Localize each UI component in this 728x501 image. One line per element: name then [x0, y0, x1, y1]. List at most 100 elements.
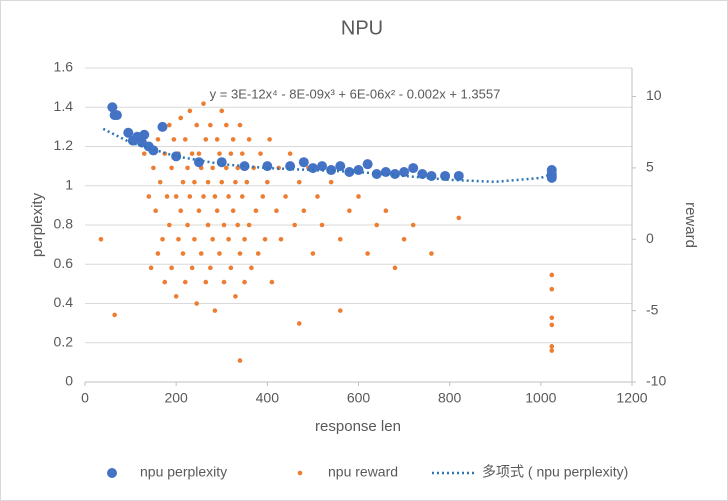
point: [180, 179, 186, 185]
legend-label: 多项式 ( npu perplexity): [482, 464, 628, 480]
point: [326, 165, 337, 176]
point: [246, 222, 252, 228]
point: [249, 265, 254, 271]
point: [315, 194, 320, 199]
point: [265, 179, 270, 185]
point: [216, 157, 227, 168]
point: [157, 121, 168, 132]
point: [192, 179, 197, 185]
point: [148, 265, 154, 271]
point: [169, 265, 174, 271]
point: [328, 179, 334, 185]
point: [244, 179, 250, 185]
y2-tick-label: 10: [646, 87, 662, 103]
point: [162, 279, 168, 285]
point: [235, 222, 241, 228]
point: [237, 122, 243, 128]
point: [307, 163, 318, 174]
point: [228, 151, 234, 156]
point: [141, 151, 147, 156]
point: [160, 236, 165, 242]
point: [401, 236, 407, 242]
point: [217, 251, 222, 256]
y-tick-label: 0.2: [54, 333, 74, 349]
point: [189, 151, 195, 156]
legend-swatch: [107, 468, 117, 478]
point: [169, 165, 174, 171]
point: [182, 279, 188, 285]
point: [392, 265, 398, 271]
point: [549, 272, 555, 278]
point: [153, 208, 158, 214]
y-tick-label: 1.4: [54, 98, 74, 114]
point: [224, 165, 229, 171]
point: [221, 279, 227, 285]
point: [230, 208, 236, 214]
point: [253, 208, 259, 214]
y-tick-label: 0.4: [54, 294, 74, 310]
point: [208, 122, 213, 128]
y-tick-label: 1.2: [54, 137, 74, 153]
y-tick-label: 0: [65, 373, 73, 389]
point: [453, 170, 464, 181]
point: [201, 194, 206, 199]
point: [296, 321, 302, 326]
point: [173, 194, 179, 199]
point: [365, 251, 370, 256]
y2-tick-label: -10: [646, 373, 666, 389]
point: [317, 161, 328, 172]
point: [173, 294, 179, 299]
point: [201, 101, 206, 106]
legend-label: npu perplexity: [140, 464, 227, 480]
point: [217, 151, 222, 156]
point: [203, 137, 209, 142]
point: [239, 161, 250, 172]
point: [198, 251, 204, 256]
point: [233, 179, 238, 185]
trendline: [102, 127, 553, 184]
point: [242, 236, 247, 242]
point: [146, 194, 152, 199]
point: [546, 172, 557, 183]
point: [171, 151, 182, 162]
point: [429, 251, 434, 256]
point: [107, 102, 118, 113]
y-tick-label: 1: [65, 176, 73, 192]
point: [185, 165, 190, 171]
point: [335, 161, 346, 172]
point: [549, 348, 555, 353]
point: [549, 315, 555, 321]
point: [353, 165, 364, 176]
point: [139, 129, 150, 140]
point: [228, 265, 234, 271]
point: [233, 294, 238, 299]
chart-title: NPU: [341, 17, 383, 39]
point: [374, 222, 380, 228]
y2-axis-label: reward: [682, 202, 699, 248]
point: [246, 137, 252, 142]
point: [262, 236, 268, 242]
x-axis-label: response len: [315, 418, 401, 435]
point: [205, 179, 211, 185]
point: [224, 122, 229, 128]
x-tick-label: 0: [81, 390, 89, 406]
x-tick-label: 600: [347, 390, 371, 406]
point: [196, 151, 202, 156]
point: [456, 215, 462, 221]
point: [399, 167, 410, 178]
point: [196, 208, 202, 214]
point: [356, 194, 361, 199]
y2-tick-label: 5: [646, 159, 654, 175]
point: [239, 151, 245, 156]
point: [219, 179, 225, 185]
point: [242, 279, 247, 285]
point: [157, 179, 163, 185]
y2-tick-label: 0: [646, 230, 654, 246]
point: [178, 115, 184, 121]
point: [417, 168, 428, 179]
point: [123, 127, 134, 138]
x-tick-label: 200: [164, 390, 188, 406]
point: [383, 208, 389, 214]
